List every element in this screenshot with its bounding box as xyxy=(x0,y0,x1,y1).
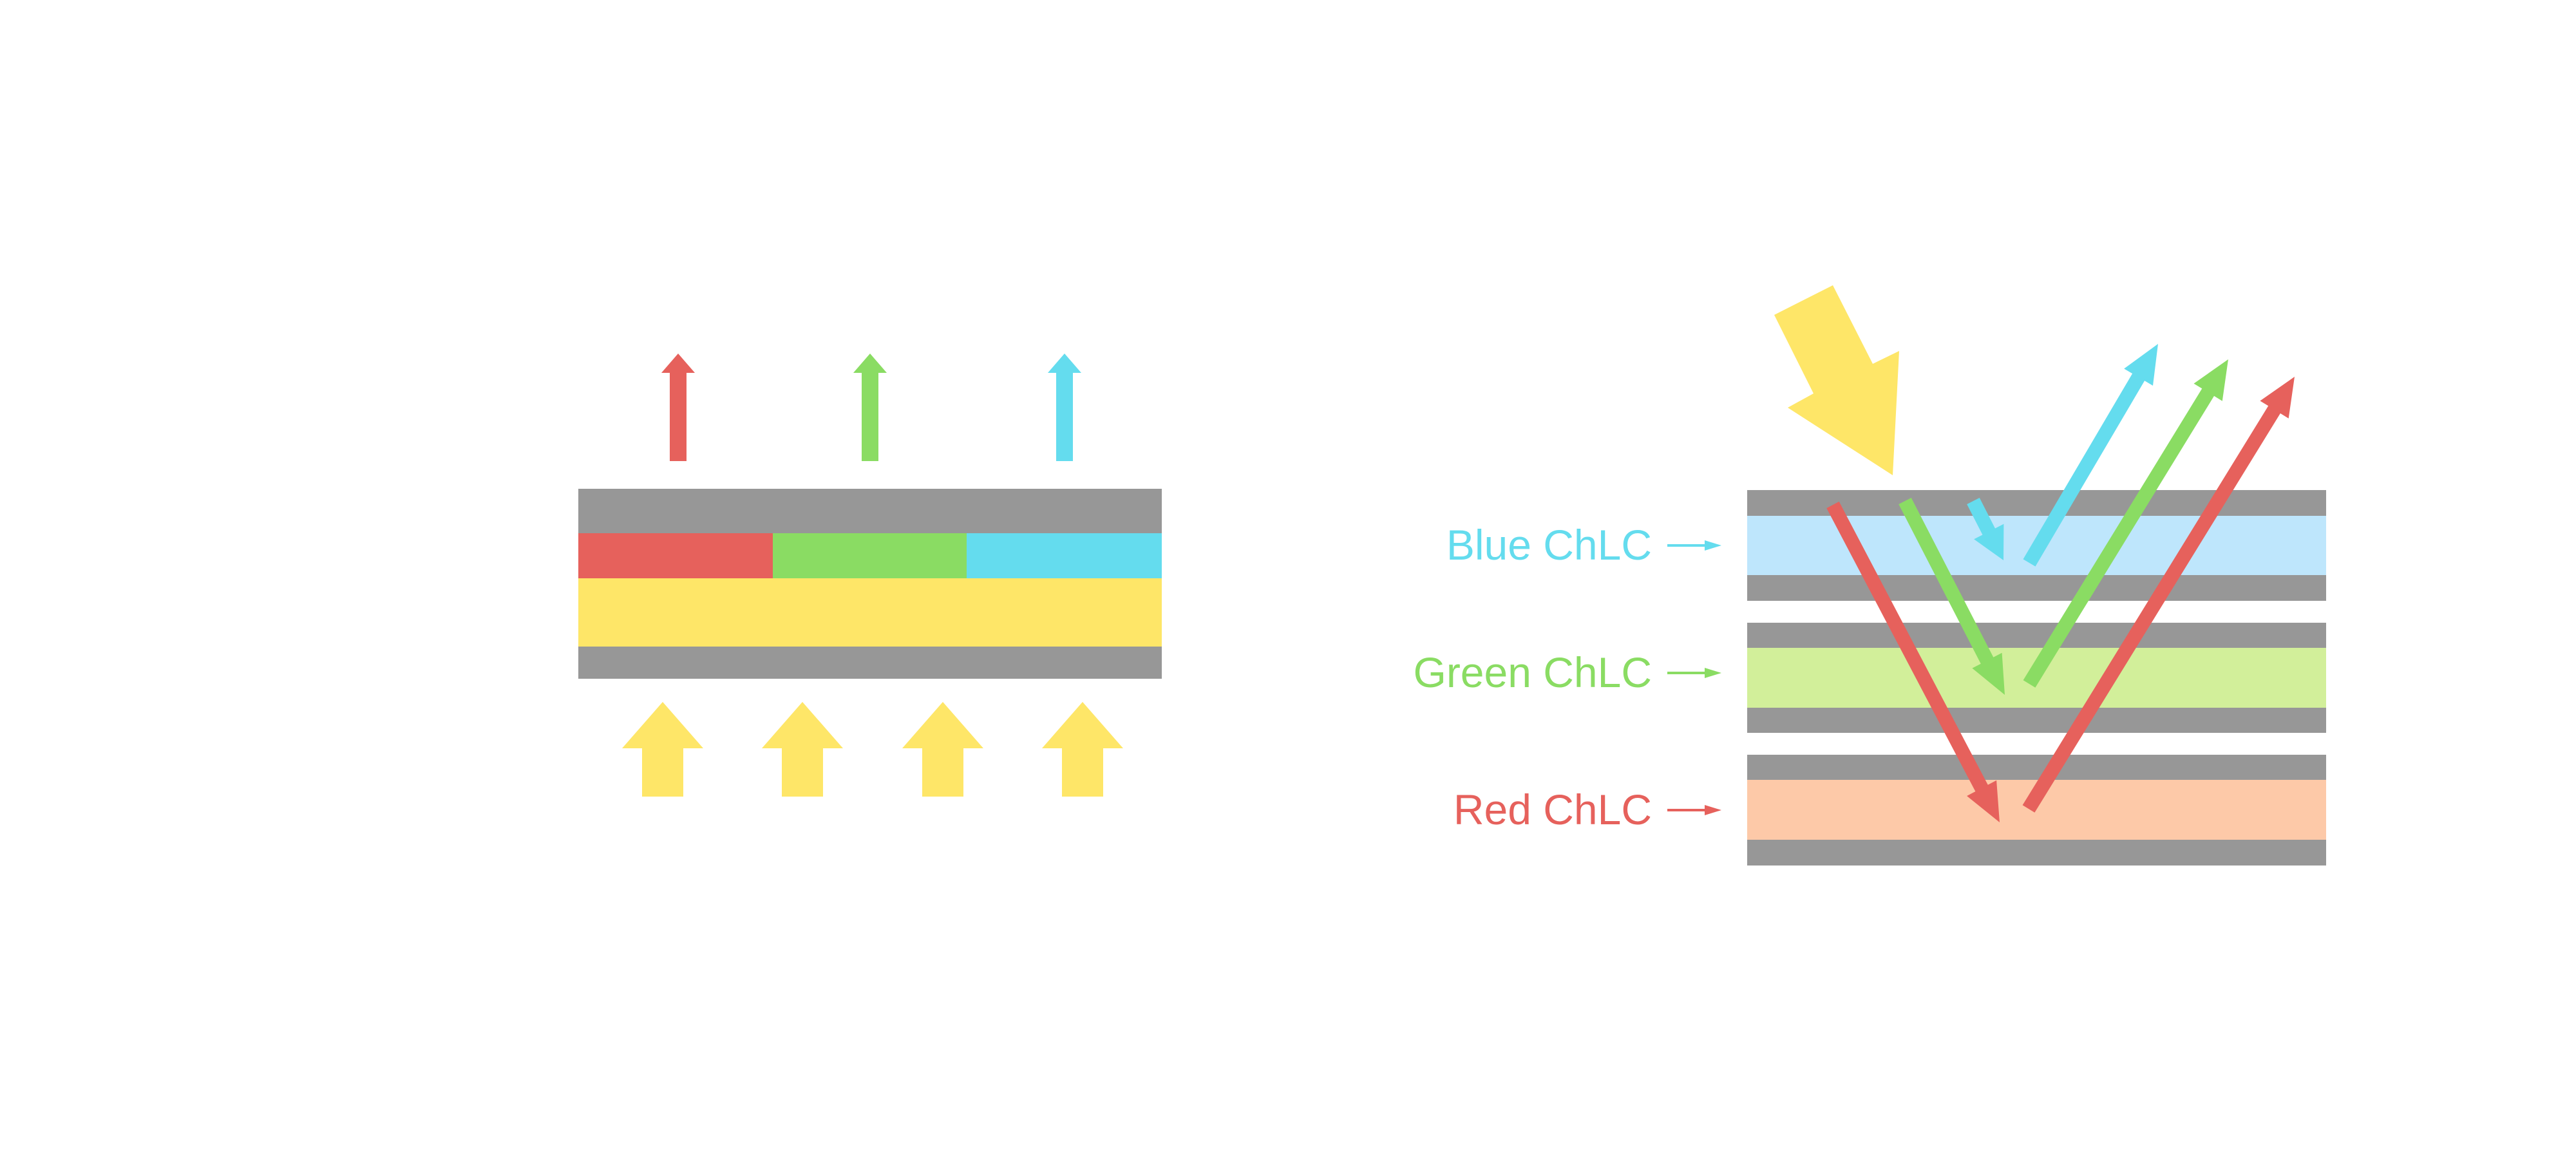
incident-light-arrow xyxy=(1774,285,1899,475)
red-chlc-layer-group xyxy=(1747,755,2326,866)
color-filter-stack xyxy=(578,489,1162,679)
green-output-arrow xyxy=(853,354,887,461)
gray-layer xyxy=(1747,755,2326,780)
red-filter xyxy=(578,533,773,578)
blue-output-arrow xyxy=(1048,354,1081,461)
red-label-pointer-arrow xyxy=(1667,805,1721,815)
yellow-backlight-layer xyxy=(578,578,1162,647)
green-chlc-layer-group xyxy=(1747,623,2326,733)
backlight-arrow xyxy=(762,702,843,797)
green-reflected-arrow xyxy=(2023,359,2228,688)
red-output-arrow xyxy=(661,354,695,461)
label-red-chlc: Red ChLC xyxy=(1454,786,1652,833)
blue-reflected-arrow xyxy=(2023,344,2158,567)
gray-layer xyxy=(1747,575,2326,601)
backlight-arrow xyxy=(1042,702,1123,797)
red-incident-arrow xyxy=(1826,501,2000,822)
green-filter xyxy=(773,533,967,578)
red-reflected-arrow xyxy=(2022,377,2295,813)
left-arrows xyxy=(622,354,1123,797)
gray-layer xyxy=(1747,840,2326,866)
label-blue-chlc: Blue ChLC xyxy=(1446,521,1652,569)
bottom-gray-layer xyxy=(578,647,1162,679)
blue-incident-arrow xyxy=(1967,498,2004,560)
right-arrows xyxy=(1667,344,2295,822)
green-label-pointer-arrow xyxy=(1667,668,1721,678)
label-green-chlc: Green ChLC xyxy=(1413,648,1652,696)
backlight-arrow xyxy=(622,702,703,797)
backlight-arrow xyxy=(902,702,983,797)
green-incident-arrow xyxy=(1899,498,2005,695)
top-gray-layer xyxy=(578,489,1162,533)
blue-filter xyxy=(967,533,1162,578)
gray-layer xyxy=(1747,623,2326,648)
gray-layer xyxy=(1747,708,2326,733)
blue-label-pointer-arrow xyxy=(1667,540,1721,551)
